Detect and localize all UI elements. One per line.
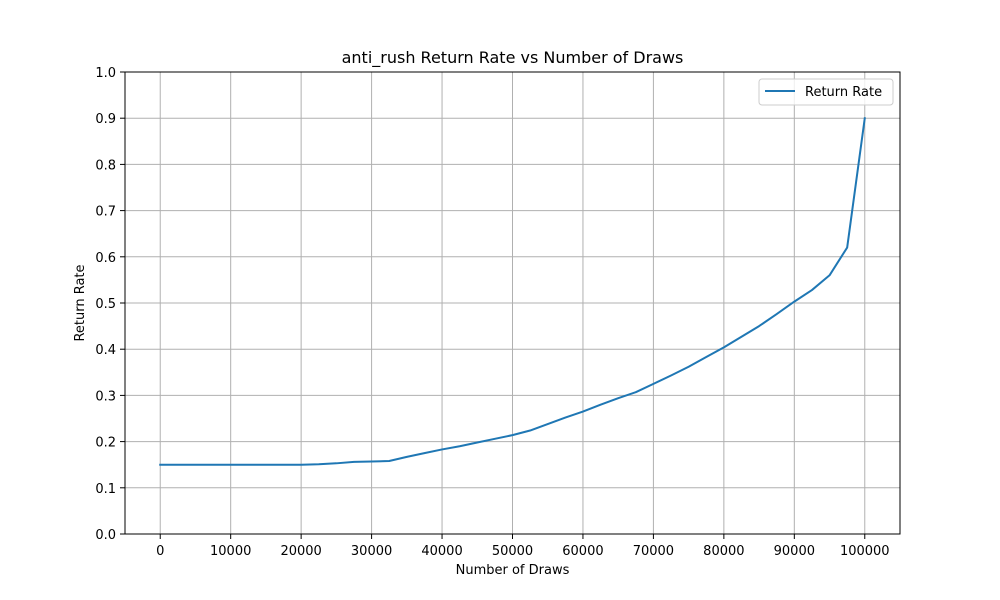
axis-ticks: 0 10000 20000 30000 40000 50000 60000 70000 8000…	[95, 66, 889, 559]
y-tick-label: 0.8	[95, 158, 116, 173]
x-axis-label: Number of Draws	[456, 563, 570, 578]
y-tick-label: 0.6	[95, 251, 116, 266]
y-tick-label: 0.4	[95, 343, 116, 358]
x-tick-label: 0	[156, 544, 164, 559]
series-layer	[159, 117, 866, 466]
x-tick-label: 80000	[703, 544, 744, 559]
y-tick-label: 1.0	[95, 66, 116, 81]
legend-label-return-rate: Return Rate	[805, 85, 882, 100]
x-tick-label: 50000	[492, 544, 533, 559]
y-tick-label: 0.0	[95, 528, 116, 543]
x-tick-label: 10000	[210, 544, 251, 559]
x-tick-label: 90000	[774, 544, 815, 559]
y-tick-label: 0.5	[95, 297, 116, 312]
legend: Return Rate	[758, 78, 894, 106]
legend-box	[758, 78, 894, 106]
y-tick-label: 0.1	[95, 482, 116, 497]
y-tick-label: 0.2	[95, 436, 116, 451]
x-tick-label: 20000	[280, 544, 321, 559]
x-tick-label: 100000	[840, 544, 890, 559]
x-tick-label: 40000	[421, 544, 462, 559]
y-axis-label: Return Rate	[73, 264, 88, 341]
x-tick-label: 70000	[633, 544, 674, 559]
y-tick-label: 0.9	[95, 112, 116, 127]
y-tick-label: 0.7	[95, 205, 116, 220]
chart-title: anti_rush Return Rate vs Number of Draws	[342, 48, 684, 68]
y-tick-label: 0.3	[95, 389, 116, 404]
x-tick-label: 60000	[562, 544, 603, 559]
x-tick-label: 30000	[351, 544, 392, 559]
series-line-return-rate	[159, 117, 866, 466]
